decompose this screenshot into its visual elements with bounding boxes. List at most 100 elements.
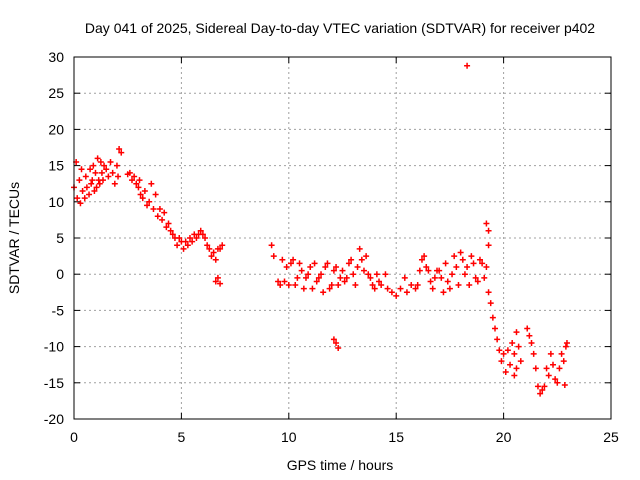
- data-point: [141, 187, 148, 194]
- data-point: [498, 358, 505, 365]
- data-point: [552, 376, 559, 383]
- data-point: [137, 191, 144, 198]
- data-point: [109, 169, 116, 176]
- data-point: [476, 256, 483, 263]
- data-point: [78, 166, 85, 173]
- y-tick-label: -10: [44, 339, 64, 355]
- data-point: [532, 365, 539, 372]
- data-point: [197, 227, 204, 234]
- data-point: [341, 278, 348, 285]
- data-point: [436, 267, 443, 274]
- data-point: [382, 271, 389, 278]
- data-point: [507, 361, 514, 368]
- data-point: [330, 336, 337, 343]
- data-point: [376, 278, 383, 285]
- data-point: [135, 184, 142, 191]
- data-point: [485, 242, 492, 249]
- data-point: [270, 253, 277, 260]
- data-point: [440, 289, 447, 296]
- data-point: [86, 191, 93, 198]
- data-point: [76, 177, 83, 184]
- data-point: [562, 343, 569, 350]
- data-point: [279, 256, 286, 263]
- data-point: [82, 173, 89, 180]
- chart-title: Day 041 of 2025, Sidereal Day-to-day VTE…: [85, 20, 595, 36]
- data-point: [451, 253, 458, 260]
- data-point: [87, 166, 94, 173]
- data-point: [423, 263, 430, 270]
- x-axis-label: GPS time / hours: [287, 457, 394, 473]
- data-point: [358, 256, 365, 263]
- data-point: [483, 263, 490, 270]
- data-point: [513, 365, 520, 372]
- y-tick-label: 20: [48, 121, 64, 137]
- data-point: [556, 365, 563, 372]
- grid-lines: [74, 57, 611, 419]
- data-point: [388, 289, 395, 296]
- y-axis-label: SDTVAR / TECUs: [6, 182, 22, 294]
- data-point: [492, 325, 499, 332]
- data-point: [485, 289, 492, 296]
- data-point: [487, 300, 494, 307]
- data-point: [335, 345, 342, 352]
- data-point: [537, 390, 544, 397]
- y-tick-label: 30: [48, 49, 64, 65]
- data-point: [416, 267, 423, 274]
- data-point: [77, 200, 84, 207]
- y-tick-label: 15: [48, 158, 64, 174]
- data-point: [283, 263, 290, 270]
- data-point: [305, 271, 312, 278]
- data-point: [146, 198, 153, 205]
- data-point: [214, 274, 221, 281]
- data-point: [414, 282, 421, 289]
- data-point: [539, 387, 546, 394]
- data-point: [105, 173, 112, 180]
- data-point: [212, 256, 219, 263]
- data-point: [524, 325, 531, 332]
- y-tick-label: -15: [44, 375, 64, 391]
- data-point: [324, 260, 331, 267]
- x-tick-label: 15: [388, 429, 404, 445]
- data-point: [107, 158, 114, 165]
- data-point: [500, 350, 507, 357]
- data-point: [427, 278, 434, 285]
- data-point: [333, 339, 340, 346]
- data-point: [453, 263, 460, 270]
- data-point: [206, 245, 213, 252]
- data-point: [558, 350, 565, 357]
- x-tick-label: 20: [496, 429, 512, 445]
- data-point: [449, 271, 456, 278]
- data-point: [444, 278, 451, 285]
- data-point: [464, 62, 471, 69]
- data-point: [161, 209, 168, 216]
- y-tick-label: 5: [56, 230, 64, 246]
- data-point: [526, 332, 533, 339]
- data-point: [118, 149, 125, 156]
- data-point: [335, 282, 342, 289]
- data-point: [156, 206, 163, 213]
- data-point: [461, 271, 468, 278]
- data-point: [408, 282, 415, 289]
- data-point: [174, 242, 181, 249]
- data-point: [74, 195, 81, 202]
- data-point: [365, 271, 372, 278]
- data-point: [384, 285, 391, 292]
- data-point: [212, 278, 219, 285]
- data-point: [438, 274, 445, 281]
- data-point: [208, 253, 215, 260]
- data-point: [483, 220, 490, 227]
- y-tick-label: 10: [48, 194, 64, 210]
- data-point: [547, 350, 554, 357]
- data-point: [481, 274, 488, 281]
- data-point: [496, 347, 503, 354]
- data-point: [116, 145, 123, 152]
- data-point: [563, 339, 570, 346]
- data-point: [421, 253, 428, 260]
- data-point: [511, 372, 518, 379]
- data-point: [541, 383, 548, 390]
- data-point: [513, 329, 520, 336]
- data-point: [343, 274, 350, 281]
- data-point: [311, 260, 318, 267]
- data-point: [81, 195, 88, 202]
- data-point: [210, 249, 217, 256]
